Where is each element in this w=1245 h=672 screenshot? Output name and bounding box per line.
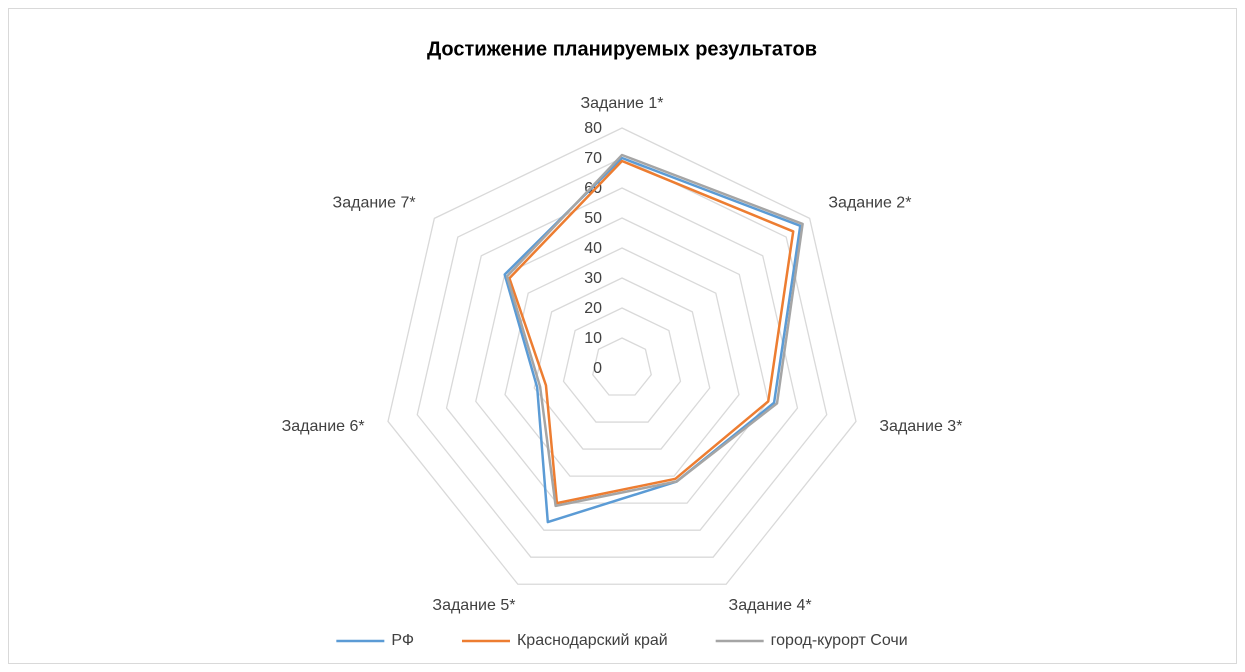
grid-ring [562, 307, 682, 423]
r-tick-label: 0 [593, 360, 602, 377]
category-label: Задание 5* [432, 597, 515, 614]
grid-ring [533, 277, 711, 450]
chart-frame [8, 8, 1237, 664]
series-line [505, 153, 804, 508]
grid-ring [475, 217, 769, 504]
r-tick-label: 40 [584, 240, 602, 257]
chart-title: Достижение планируемых результатов [427, 38, 817, 60]
legend-label: город-курорт Сочи [771, 632, 908, 649]
series-line [503, 156, 802, 524]
r-tick-label: 80 [584, 120, 602, 137]
category-label: Задание 4* [729, 597, 812, 614]
grid-ring [416, 157, 828, 558]
legend-label: Краснодарский край [517, 632, 668, 649]
series-line [508, 159, 795, 505]
category-label: Задание 7* [333, 195, 416, 212]
r-tick-label: 20 [584, 300, 602, 317]
r-tick-label: 10 [584, 330, 602, 347]
grid-ring [387, 127, 857, 585]
r-tick-label: 30 [584, 270, 602, 287]
category-label: Задание 1* [580, 95, 663, 112]
grid-ring [445, 187, 799, 531]
grid-ring [504, 247, 740, 477]
r-tick-label: 60 [584, 180, 602, 197]
legend-label: РФ [391, 632, 414, 649]
category-label: Задание 3* [879, 418, 962, 435]
category-label: Задание 2* [828, 195, 911, 212]
r-tick-label: 50 [584, 210, 602, 227]
category-label: Задание 6* [282, 418, 365, 435]
r-tick-label: 70 [584, 150, 602, 167]
grid-ring [592, 337, 652, 396]
